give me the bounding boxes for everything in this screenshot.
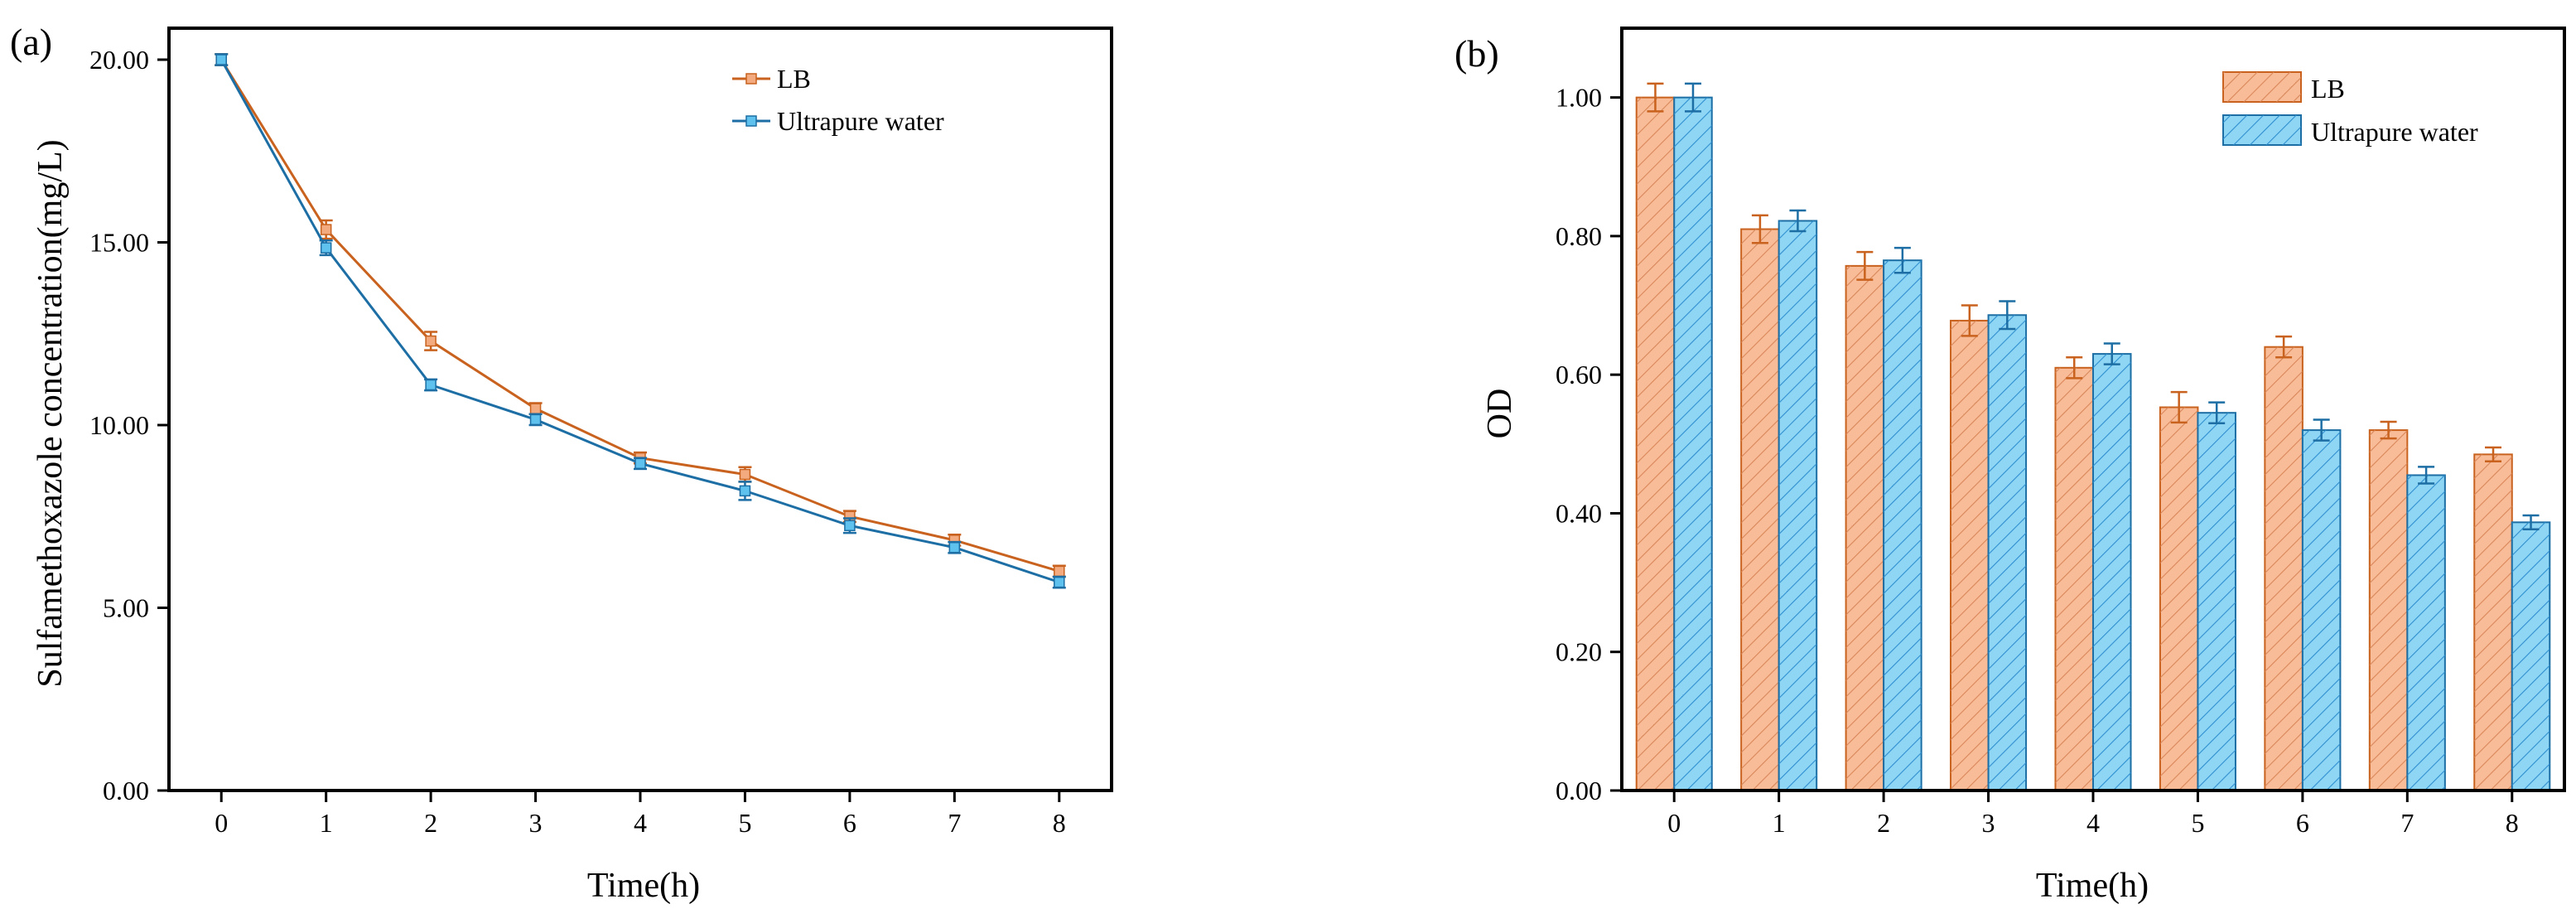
bar-hatch (2369, 430, 2408, 791)
x-tick-label: 2 (1877, 808, 1890, 838)
y-tick-label: 0.80 (1556, 221, 1602, 251)
panel-b-label: (b) (1454, 32, 1499, 75)
panel-a-plot-frame (167, 27, 1113, 792)
series-ultrapure-water (215, 53, 1066, 589)
y-tick-label: 0.00 (1556, 776, 1602, 805)
bar-hatch (2055, 367, 2093, 791)
panel-b-legend: LB Ultrapure water (2222, 71, 2478, 147)
panel-a-x-axis-title: Time(h) (587, 867, 700, 905)
data-point (948, 541, 961, 554)
x-tick-label: 0 (1667, 808, 1681, 838)
data-point (739, 468, 751, 481)
series-line (219, 59, 1060, 584)
x-tick-label: 3 (1982, 808, 1995, 838)
x-tick-label: 4 (634, 808, 647, 838)
data-point (320, 242, 332, 254)
panel-a-label: (a) (10, 21, 52, 63)
data-point (215, 54, 227, 65)
x-tick-label: 2 (424, 808, 437, 838)
bar-hatch (1951, 320, 1989, 791)
legend-lb-label: LB (2311, 74, 2345, 104)
data-point (1054, 565, 1065, 578)
x-tick-label: 5 (738, 808, 751, 838)
x-tick-label: 7 (2400, 808, 2414, 838)
data-point (844, 520, 856, 532)
data-point (739, 485, 751, 497)
x-tick-label: 8 (1053, 808, 1066, 838)
panel-a-y-axis-title: Sulfamethoxazole concentration(mg/L) (31, 139, 70, 687)
y-tick-label: 5.00 (103, 593, 149, 623)
bar-hatch (2511, 522, 2550, 791)
data-point (1054, 576, 1065, 588)
bar-hatch (2093, 354, 2131, 791)
data-point (425, 335, 437, 347)
bar-hatch (2474, 454, 2512, 791)
panel-b-x-axis-title: Time(h) (2036, 867, 2149, 905)
x-tick-label: 8 (2506, 808, 2519, 838)
legend-lb-marker (745, 73, 757, 85)
y-tick-label: 0.40 (1556, 498, 1602, 528)
data-point (529, 403, 542, 414)
data-point (320, 224, 332, 235)
y-tick-label: 0.00 (103, 776, 149, 805)
series-line (219, 59, 1060, 573)
legend-uw-swatch-hatch (2223, 115, 2301, 145)
y-tick-label: 0.60 (1556, 360, 1602, 389)
y-tick-label: 15.00 (89, 228, 149, 258)
bar-hatch (1741, 229, 1779, 791)
bar-hatch (2265, 346, 2303, 791)
bar-hatch (1778, 220, 1817, 791)
panel-b-plot-frame (1620, 27, 2566, 792)
legend-uw-label: Ultrapure water (777, 106, 944, 136)
bar-hatch (2197, 413, 2236, 791)
y-tick-label: 20.00 (89, 45, 149, 75)
series-ultrapure-water (1673, 82, 2551, 792)
x-tick-label: 6 (2296, 808, 2309, 838)
legend-lb-label: LB (777, 64, 811, 94)
panel-b-y-axis-title: OD (1481, 389, 1519, 439)
y-tick-label: 0.20 (1556, 637, 1602, 667)
series-lb (1635, 82, 2513, 792)
bar-hatch (2159, 407, 2198, 791)
panel-a-line-chart: (a) Sulfamethoxazole concentration(mg/L)… (10, 21, 1113, 905)
bar-hatch (1636, 97, 1675, 791)
x-tick-label: 3 (529, 808, 543, 838)
panel-b-bar-chart: (b) OD Time(h) 0.00 0.20 0.40 0.60 0.80 1.00 0… (1454, 27, 2566, 905)
legend-uw-label: Ultrapure water (2311, 117, 2478, 147)
legend-uw-marker (745, 115, 757, 127)
bar-hatch (1674, 97, 1712, 791)
y-tick-label: 10.00 (89, 410, 149, 440)
bar-hatch (1988, 315, 2027, 791)
bar-hatch (1845, 265, 1884, 791)
data-point (425, 379, 437, 391)
legend-lb-swatch-hatch (2223, 72, 2301, 102)
x-tick-label: 0 (215, 808, 228, 838)
bar-hatch (2407, 475, 2445, 791)
panel-a-legend: LB Ultrapure water (732, 64, 944, 136)
bar-hatch (2302, 430, 2341, 791)
data-point (529, 413, 542, 426)
x-tick-label: 4 (2086, 808, 2100, 838)
x-tick-label: 5 (2191, 808, 2204, 838)
x-tick-label: 6 (843, 808, 856, 838)
data-point (634, 457, 646, 470)
bar-hatch (1884, 260, 1922, 791)
x-tick-label: 7 (948, 808, 961, 838)
x-tick-label: 1 (1773, 808, 1786, 838)
y-tick-label: 1.00 (1556, 83, 1602, 113)
x-tick-label: 1 (320, 808, 333, 838)
